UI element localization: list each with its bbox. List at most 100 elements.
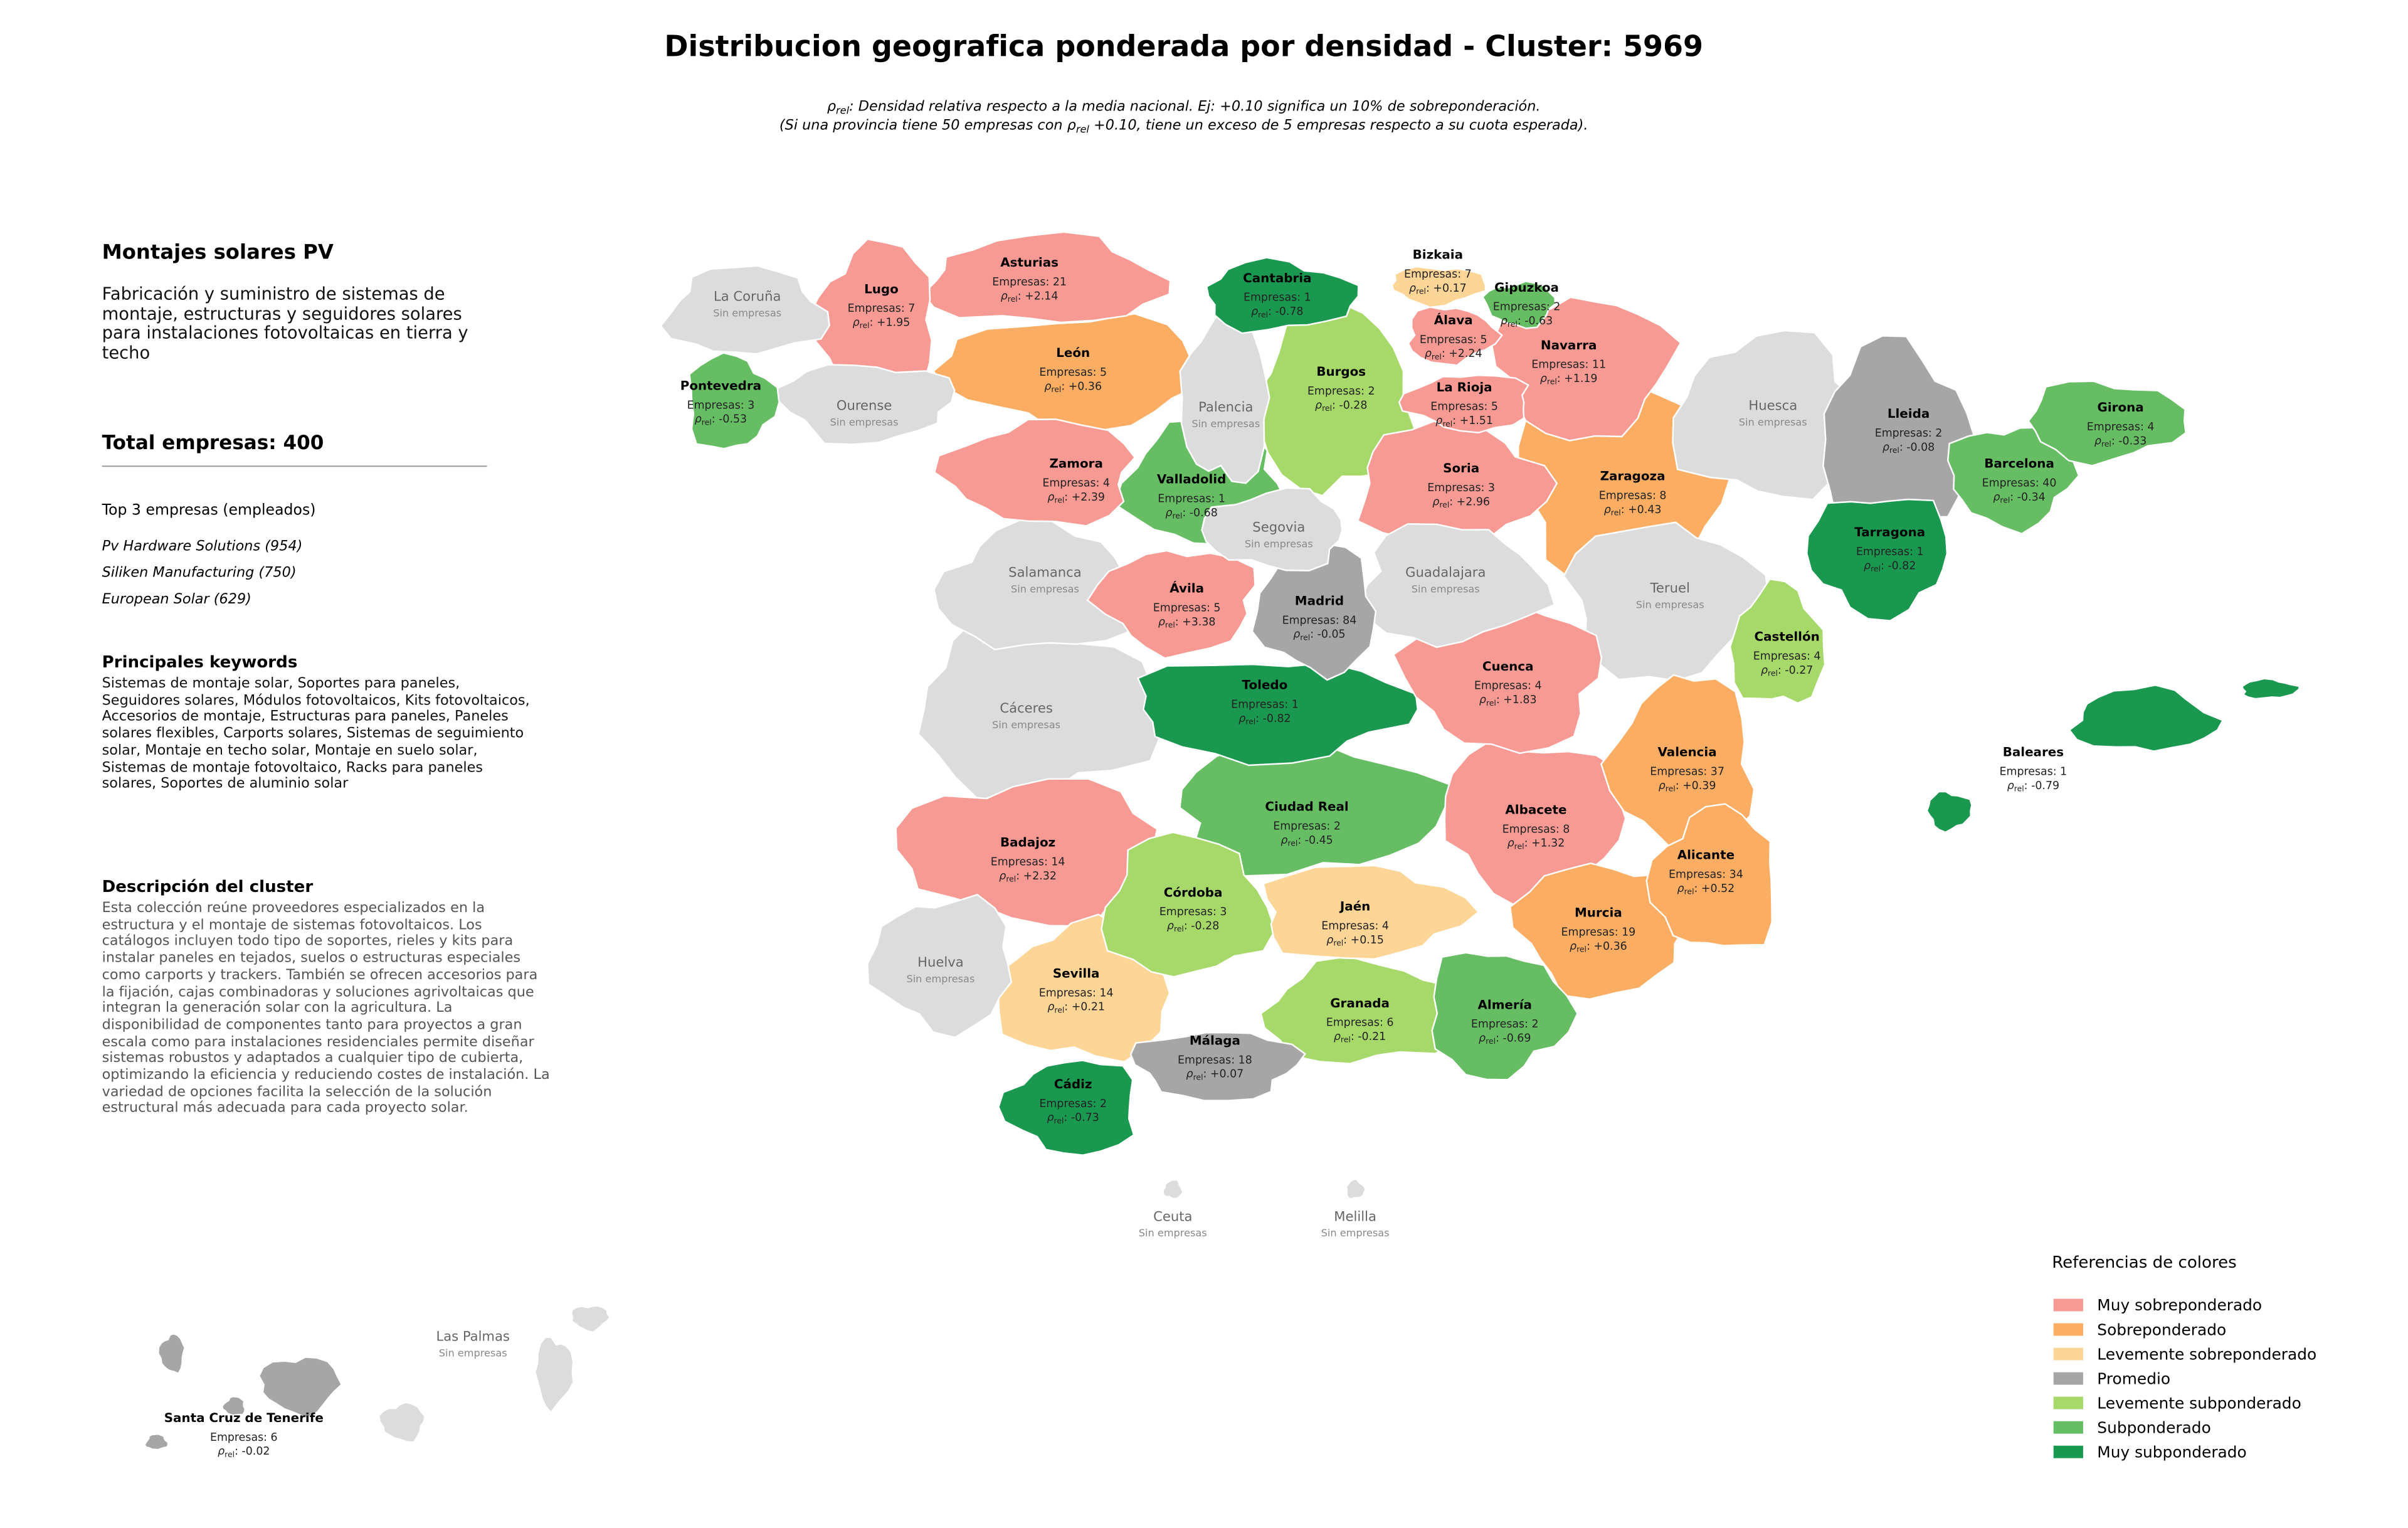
rho-label: ρrel: +0.36 [1044,380,1102,394]
province-shape [2068,684,2224,752]
rho-sep: : [1496,694,1503,706]
province-name: Madrid [1295,593,1344,608]
province-name: Cantabria [1243,271,1311,285]
rho-label: ρrel: +1.32 [1508,837,1565,851]
companies-count: Empresas: 11 [1531,359,1606,371]
rho-value: -0.27 [1785,664,1813,677]
top-company: Pv Hardware Solutions (954) [102,538,303,554]
no-companies: Sin empresas [1139,1227,1207,1239]
rho-label: ρrel: +2.39 [1047,491,1105,505]
legend-swatch [2053,1347,2083,1361]
companies-count: Empresas: 14 [1039,987,1114,999]
province-name: Lugo [864,282,899,296]
companies-count: Empresas: 6 [1326,1017,1394,1029]
rho-sub: rel [1871,564,1881,573]
province-shape [1356,418,1558,540]
companies-count: Empresas: 18 [1178,1054,1252,1066]
rho-sub: rel [1258,310,1268,319]
rho-value: -0.82 [1263,713,1291,725]
keywords-box: Sistemas de montaje solar, Soportes para… [102,676,530,793]
province-shape [922,231,1171,324]
rho-value: +0.15 [1351,934,1384,947]
legend-title: Referencias de colores [2052,1253,2237,1272]
province-name: Jaén [1339,899,1370,914]
subtitle-line: ρrel: Densidad relativa respecto a la me… [827,98,1541,116]
province-name: Murcia [1575,906,1622,920]
companies-count: Empresas: 1 [2000,765,2067,778]
legend-swatch [2053,1298,2083,1312]
rho-sub: rel [1165,620,1175,630]
rho-value: +1.51 [1460,415,1493,427]
province-shape [1672,329,1868,501]
rho-sep: : [1881,560,1888,572]
province-name: Ávila [1170,581,1204,596]
rho-label: ρrel: +1.95 [853,317,911,331]
rho-sub: rel [1666,784,1676,793]
province-shape [1101,831,1276,978]
province-name: Salamanca [1008,565,1082,580]
rho-label: ρrel: -0.69 [1479,1032,1531,1046]
province-name: Córdoba [1164,885,1223,899]
top-company: European Solar (629) [102,591,251,607]
rho-value: -0.05 [1318,629,1346,641]
province-name: Ceuta [1153,1208,1192,1224]
rho-symbol: ρ [695,413,702,426]
rho-sep: : [1268,305,1275,318]
rho-value: +0.36 [1593,940,1627,953]
rho-symbol: ρ [1315,399,1322,411]
rho-value: -0.28 [1339,399,1367,411]
companies-count: Empresas: 7 [1404,268,1472,280]
rho-sub: rel [1341,1035,1351,1044]
province-name: Lleida [1888,406,1930,421]
rho-value: +0.52 [1701,883,1735,895]
rho-label: ρrel: -0.63 [1501,315,1553,329]
companies-count: Empresas: 4 [2087,421,2155,433]
rho-value: -0.68 [1190,507,1218,519]
rho-sub: rel [1054,496,1064,505]
province-shape [1645,803,1773,947]
rho-value: -0.34 [2017,491,2046,504]
no-companies: Sin empresas [1245,538,1313,549]
keywords-text: Sistemas de montaje solar, Soportes para… [102,676,530,793]
rho-label: ρrel: +0.39 [1659,780,1716,793]
rho-sep: : [2010,491,2017,504]
rho-value: +0.07 [1210,1068,1244,1081]
province-shape [998,1059,1135,1156]
province-name: Baleares [2003,745,2064,760]
rho-symbol: ρ [853,317,860,329]
rho-symbol: ρ [1501,315,1508,327]
rho-symbol: ρ [2094,435,2101,447]
companies-count: Empresas: 5 [1153,602,1221,614]
rho-sep: : [1899,441,1906,454]
rho-sub: rel [1576,945,1587,954]
province-name: Almería [1478,997,1532,1012]
rho-sep: : [1061,380,1068,393]
province-name: Ciudad Real [1265,800,1348,814]
rho-sep: : [235,1445,241,1458]
rho-value: -0.33 [2118,435,2147,447]
rho-label: ρrel: -0.68 [1165,507,1217,521]
companies-count: Empresas: 8 [1599,489,1667,502]
companies-count: Empresas: 5 [1430,401,1498,413]
province-shape [1251,543,1377,681]
province-name: La Coruña [714,289,781,304]
companies-count: Empresas: 37 [1650,765,1724,778]
rho-value: +2.32 [1023,870,1057,883]
rho-label: ρrel: -0.53 [695,413,747,427]
province-shape [1431,952,1578,1081]
legend-label: Levemente subponderado [2097,1394,2301,1412]
rho-sep: : [1064,1112,1070,1124]
rho-label: ρrel: -0.27 [1761,664,1813,678]
rho-sep: : [1018,290,1025,302]
rho-value: -0.69 [1502,1032,1531,1044]
rho-label: ρrel: +0.52 [1677,883,1735,896]
rho-value: -0.73 [1071,1112,1099,1124]
province-name: Málaga [1190,1033,1240,1048]
province-shape [1491,296,1682,442]
rho-value: -0.53 [719,413,747,426]
province-shape [1398,374,1530,434]
province-name: Sevilla [1053,967,1100,981]
rho-sep: : [1452,415,1459,427]
total-companies: Total empresas: 400 [102,432,324,454]
